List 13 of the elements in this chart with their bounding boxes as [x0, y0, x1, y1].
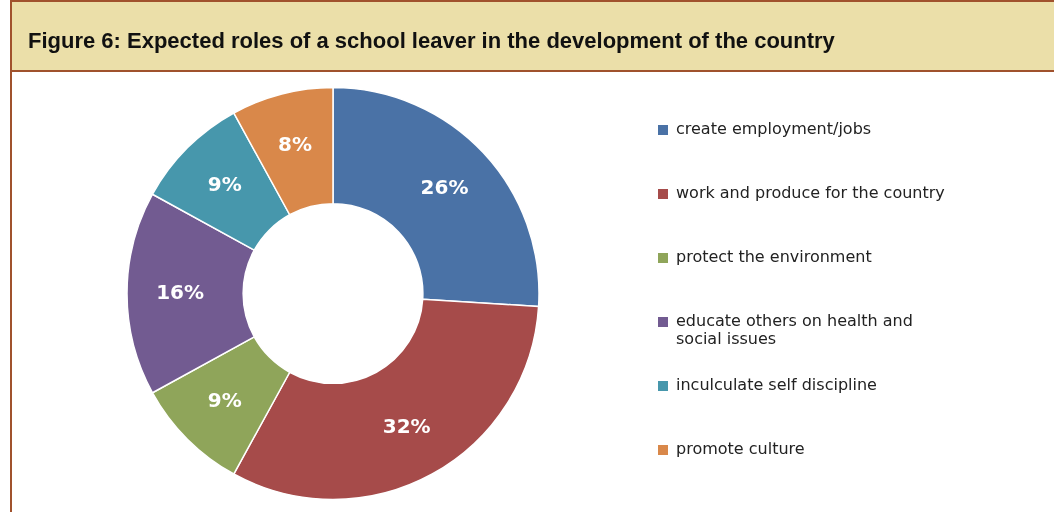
legend-label: create employment/jobs: [676, 119, 873, 138]
data-label: 8%: [277, 131, 312, 156]
chart-title: Figure 6: Expected roles of a school leaver in the development of the country: [10, 0, 1054, 72]
data-label: 9%: [207, 171, 242, 196]
data-label: 32%: [382, 413, 431, 438]
data-label: 9%: [207, 387, 242, 412]
legend-label: inculculate self discipline: [676, 375, 878, 394]
legend-label: promote culture: [676, 439, 806, 458]
legend-label: protect the environment: [676, 247, 873, 266]
data-label: 26%: [420, 175, 469, 200]
legend-label: educate others on health and social issues: [676, 311, 914, 348]
legend-label: work and produce for the country: [676, 183, 946, 202]
data-label: 16%: [156, 279, 204, 304]
